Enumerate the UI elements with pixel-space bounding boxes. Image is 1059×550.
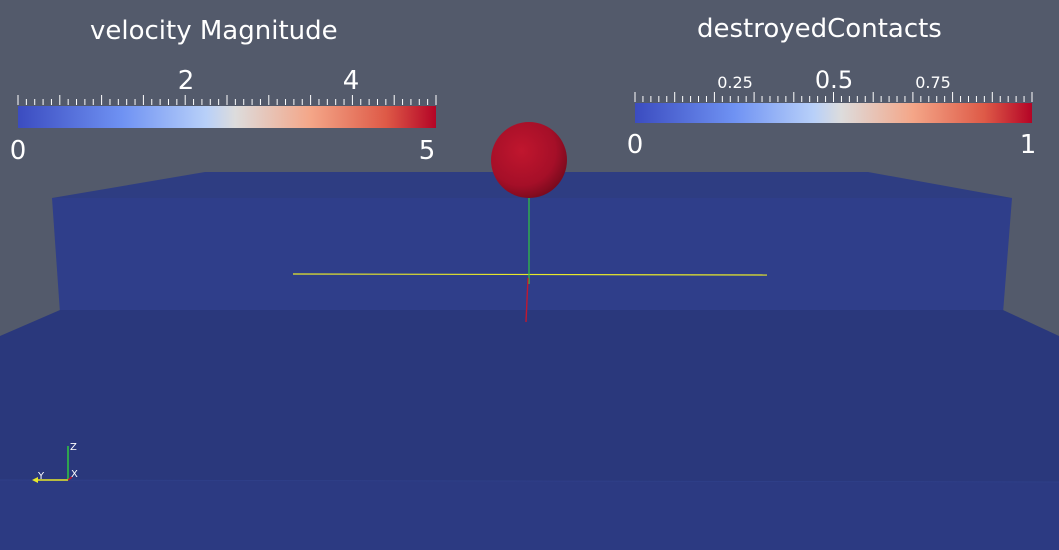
- red-axis-line: [525, 277, 529, 323]
- z-axis-label: Z: [70, 442, 77, 453]
- colorbar-ticks: [17, 95, 437, 105]
- colorbar-ticks: [634, 92, 1033, 102]
- yellow-axis-line: [292, 273, 768, 276]
- x-axis-label: X: [71, 469, 78, 480]
- colorbar-velocity: [17, 95, 437, 128]
- colorbar-min-label: 0: [626, 130, 644, 160]
- slab-edge-line: [0, 479, 1059, 483]
- box-front-face: [52, 198, 1012, 313]
- colorbar-gradient: [635, 103, 1032, 123]
- y-axis-arrow: [32, 477, 38, 483]
- colorbar-label: 0.25: [717, 73, 753, 92]
- colorbar-min-label: 0: [9, 136, 27, 166]
- x-axis-line: [67, 476, 73, 481]
- colorbar-max-label: 1: [1019, 130, 1037, 160]
- colorbar-title: velocity Magnitude: [90, 16, 338, 46]
- colorbar-gradient: [18, 106, 436, 128]
- colorbar-label: 2: [177, 66, 195, 96]
- colorbar-destroyed-contacts: [634, 92, 1033, 123]
- colorbar-max-label: 5: [418, 136, 436, 166]
- colorbar-label: 0.75: [915, 73, 951, 92]
- colorbar-title: destroyedContacts: [697, 14, 942, 44]
- colorbar-label: 4: [342, 66, 360, 96]
- y-axis-label: Y: [37, 471, 45, 482]
- orientation-axes-widget: Z Y X: [32, 442, 78, 483]
- sphere: [491, 122, 567, 198]
- front-slab-face: [0, 480, 1059, 550]
- colorbar-label: 0.5: [814, 66, 854, 94]
